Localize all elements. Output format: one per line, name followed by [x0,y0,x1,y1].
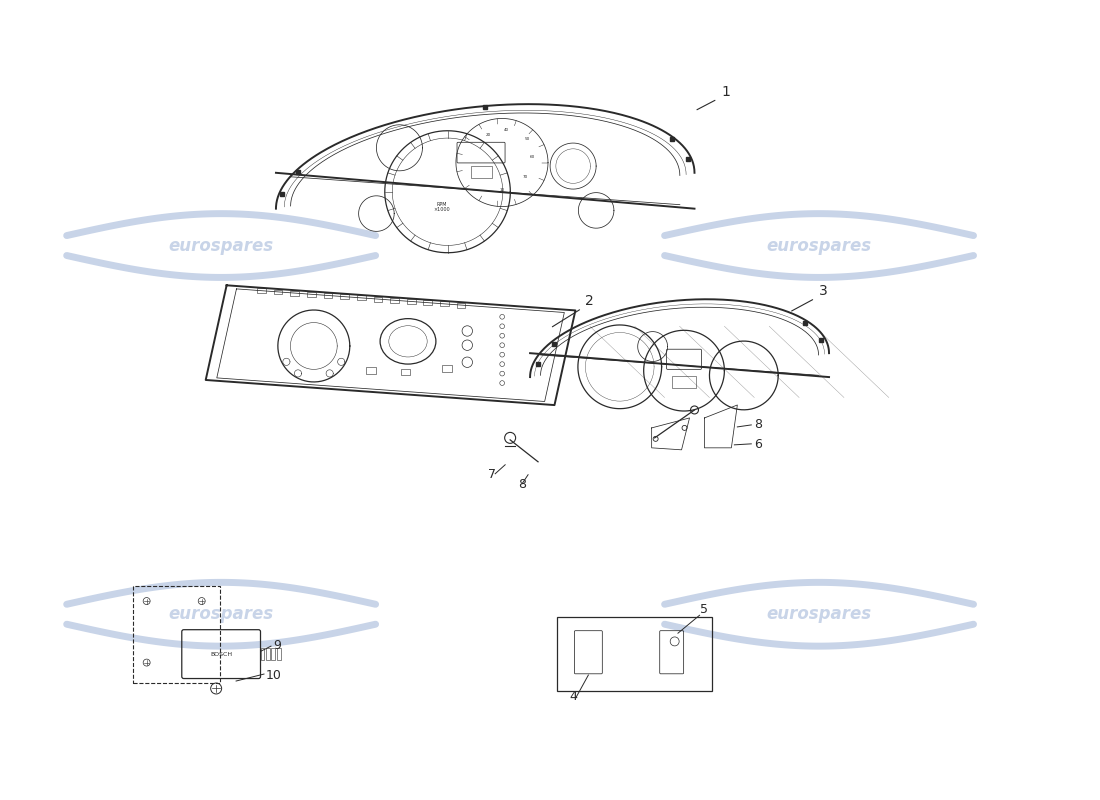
Text: RPM
×1000: RPM ×1000 [433,202,450,212]
Bar [261,648,264,660]
Bar [471,166,492,178]
Text: 8: 8 [518,478,526,490]
Text: BOSCH: BOSCH [210,652,232,657]
Text: 60: 60 [529,155,535,159]
Text: eurospares: eurospares [767,237,871,254]
Text: eurospares: eurospares [168,606,274,623]
Bar [277,648,280,660]
Text: 3: 3 [820,284,828,298]
Text: 8: 8 [755,418,762,431]
Text: 2: 2 [585,294,594,308]
Bar [672,376,696,388]
Bar [272,648,275,660]
Text: 6: 6 [755,438,762,451]
Text: eurospares: eurospares [168,237,274,254]
Text: 5: 5 [700,603,707,616]
Text: 1: 1 [722,85,730,99]
Text: 50: 50 [525,138,530,142]
Bar [558,617,712,691]
Text: 9: 9 [273,639,280,652]
Text: 4: 4 [570,690,578,703]
Text: 20: 20 [485,133,491,137]
Text: 70: 70 [522,175,528,179]
Bar [266,648,270,660]
Text: eurospares: eurospares [767,606,871,623]
Text: 40: 40 [504,128,509,132]
Text: 10: 10 [266,669,282,682]
Text: 10: 10 [499,188,505,192]
Text: 7: 7 [488,468,496,481]
